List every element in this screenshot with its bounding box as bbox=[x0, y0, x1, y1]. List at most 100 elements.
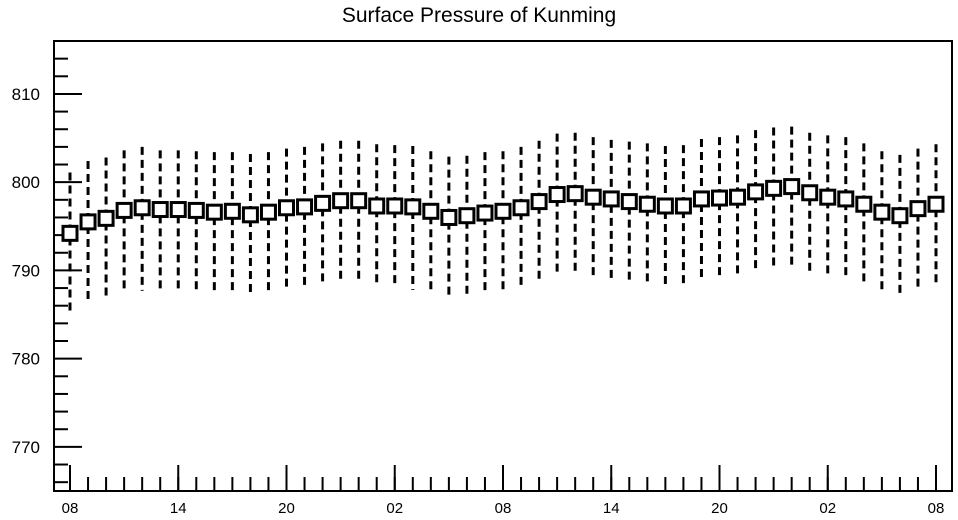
mean-marker bbox=[151, 201, 169, 219]
data-point bbox=[115, 150, 133, 294]
data-point bbox=[97, 157, 115, 299]
data-point bbox=[61, 172, 79, 314]
data-point bbox=[169, 150, 187, 293]
mean-marker bbox=[801, 184, 819, 202]
data-point bbox=[819, 135, 837, 278]
data-point bbox=[692, 138, 710, 281]
mean-marker bbox=[350, 192, 368, 210]
mean-marker bbox=[729, 188, 747, 206]
data-point bbox=[512, 146, 530, 290]
data-point bbox=[187, 151, 205, 294]
data-point bbox=[332, 140, 350, 282]
mean-marker bbox=[223, 202, 241, 220]
data-point bbox=[386, 145, 404, 289]
data-point bbox=[602, 139, 620, 281]
data-point bbox=[674, 145, 692, 288]
y-tick-label: 810 bbox=[12, 85, 40, 104]
data-point bbox=[656, 146, 674, 289]
mean-marker bbox=[692, 190, 710, 208]
data-point bbox=[638, 143, 656, 287]
data-point bbox=[855, 143, 873, 285]
mean-marker bbox=[512, 199, 530, 217]
data-point bbox=[241, 153, 259, 296]
mean-marker bbox=[404, 198, 422, 216]
x-tick-label: 20 bbox=[711, 500, 728, 517]
data-point bbox=[909, 148, 927, 290]
mean-marker bbox=[747, 183, 765, 201]
mean-marker bbox=[169, 201, 187, 219]
mean-marker bbox=[278, 199, 295, 217]
data-point bbox=[494, 151, 512, 292]
data-point bbox=[205, 152, 223, 295]
mean-marker bbox=[332, 192, 350, 210]
data-point bbox=[259, 152, 277, 294]
chart-title: Surface Pressure of Kunming bbox=[341, 4, 617, 27]
mean-marker bbox=[909, 200, 927, 218]
x-tick-label: 14 bbox=[603, 500, 620, 517]
mean-marker bbox=[187, 201, 205, 219]
mean-marker bbox=[368, 197, 386, 215]
data-point bbox=[404, 146, 422, 290]
mean-marker bbox=[855, 195, 873, 213]
data-point bbox=[584, 137, 602, 279]
data-point bbox=[314, 143, 332, 285]
mean-marker bbox=[133, 199, 151, 217]
data-point bbox=[783, 126, 801, 269]
data-point bbox=[801, 132, 819, 273]
data-point bbox=[711, 137, 728, 280]
mean-marker bbox=[259, 203, 277, 221]
data-point bbox=[296, 146, 314, 289]
x-tick-label: 02 bbox=[819, 500, 836, 517]
mean-marker bbox=[440, 208, 458, 226]
mean-marker bbox=[241, 206, 259, 224]
mean-marker bbox=[584, 188, 602, 206]
y-axis: 770 780 790 800 810 bbox=[12, 40, 82, 484]
data-point bbox=[837, 137, 855, 280]
plot-frame bbox=[53, 40, 953, 492]
data-point bbox=[927, 144, 945, 287]
mean-marker bbox=[422, 202, 440, 220]
mean-marker bbox=[548, 186, 566, 204]
mean-marker bbox=[674, 197, 692, 215]
mean-marker bbox=[205, 203, 223, 221]
data-point bbox=[566, 132, 584, 276]
x-tick-label: 08 bbox=[928, 500, 945, 517]
data-point bbox=[278, 148, 295, 289]
mean-marker bbox=[458, 207, 476, 225]
mean-marker bbox=[296, 198, 314, 216]
data-point bbox=[422, 151, 440, 293]
data-point bbox=[873, 151, 891, 294]
mean-marker bbox=[602, 190, 620, 208]
mean-marker bbox=[115, 201, 133, 219]
data-point bbox=[368, 144, 386, 288]
y-tick-label: 780 bbox=[12, 350, 40, 369]
data-point bbox=[620, 141, 638, 282]
mean-marker bbox=[837, 190, 855, 208]
mean-marker bbox=[476, 204, 494, 222]
data-point bbox=[747, 130, 765, 274]
x-tick-label: 14 bbox=[170, 500, 187, 517]
data-point bbox=[729, 135, 747, 278]
mean-marker bbox=[711, 189, 728, 207]
data-series bbox=[61, 126, 945, 314]
mean-marker bbox=[656, 197, 674, 215]
data-point bbox=[151, 150, 169, 292]
data-point bbox=[458, 155, 476, 298]
data-point bbox=[765, 127, 783, 271]
data-point bbox=[79, 161, 97, 303]
x-tick-label: 08 bbox=[62, 500, 79, 517]
data-point bbox=[891, 154, 909, 296]
y-tick-label: 800 bbox=[12, 173, 40, 192]
x-tick-label: 20 bbox=[278, 500, 295, 517]
mean-marker bbox=[314, 194, 332, 212]
data-point bbox=[530, 140, 548, 283]
mean-marker bbox=[566, 185, 584, 203]
mean-marker bbox=[79, 213, 97, 231]
mean-marker bbox=[638, 195, 656, 213]
mean-marker bbox=[97, 209, 115, 227]
mean-marker bbox=[819, 188, 837, 206]
mean-marker bbox=[386, 197, 404, 215]
mean-marker bbox=[494, 202, 512, 220]
data-point bbox=[440, 156, 458, 299]
